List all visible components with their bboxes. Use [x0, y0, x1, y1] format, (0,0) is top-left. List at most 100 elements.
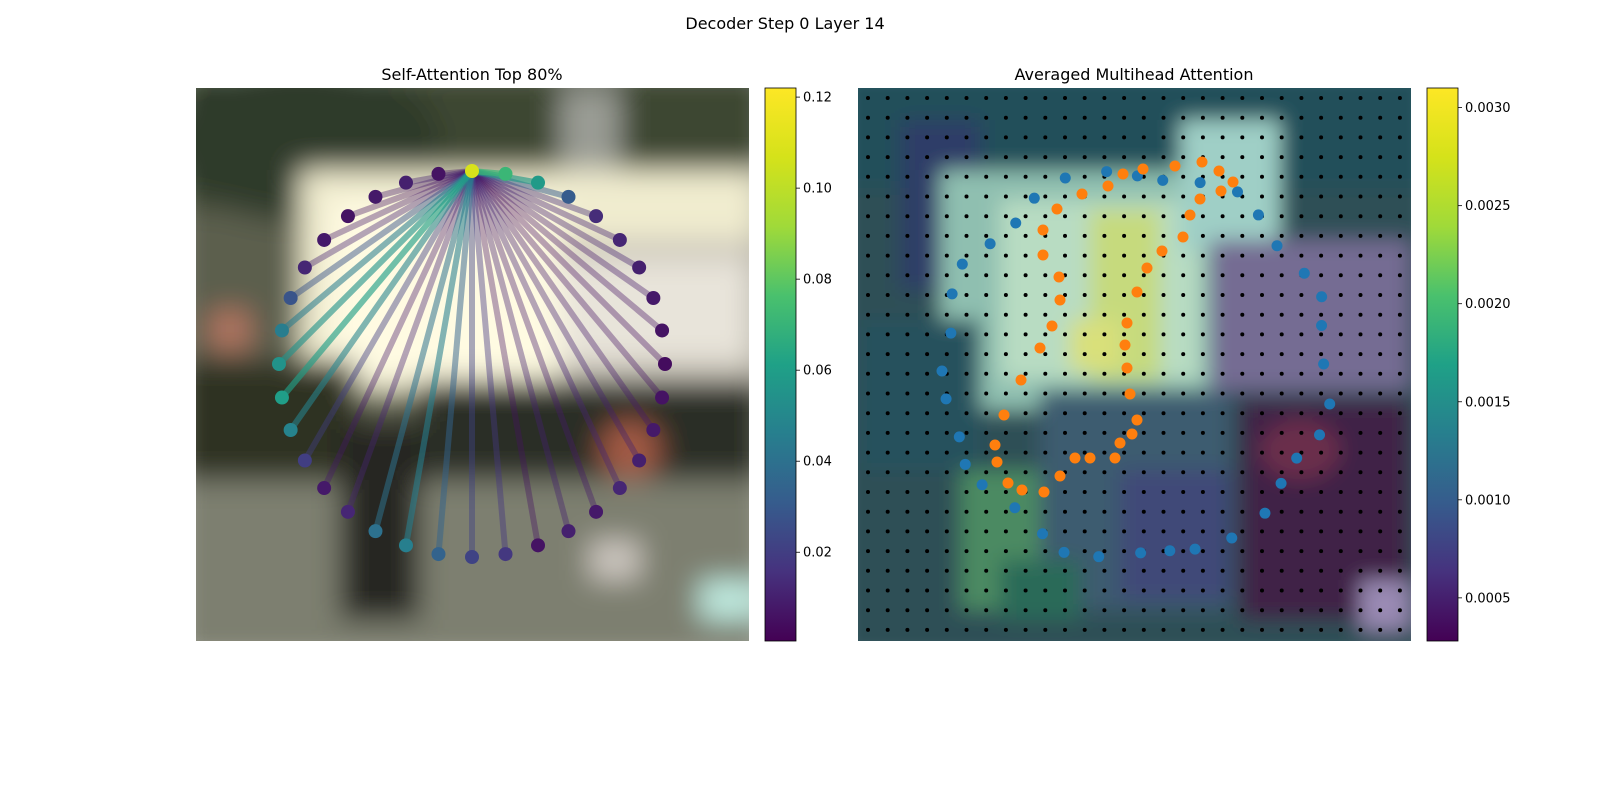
grid-dot: [1023, 588, 1028, 593]
grid-dot: [866, 627, 870, 632]
grid-dot: [1141, 155, 1146, 160]
grid-dot: [1082, 470, 1087, 475]
grid-dot: [1102, 568, 1107, 573]
grid-dot: [885, 96, 890, 100]
grid-dot: [1338, 135, 1343, 140]
blue-point: [945, 327, 957, 339]
grid-dot: [925, 115, 930, 120]
grid-dot: [1181, 174, 1186, 179]
grid-dot: [964, 214, 969, 219]
grid-dot: [925, 135, 930, 140]
grid-dot: [866, 194, 870, 199]
grid-dot: [1240, 509, 1245, 514]
grid-dot: [1260, 352, 1264, 357]
grid-dot: [1122, 529, 1127, 534]
grid-dot: [944, 529, 949, 534]
grid-dot: [1063, 115, 1067, 120]
right-colorbar-tick-label: 0.0020: [1465, 297, 1511, 312]
grid-dot: [1378, 312, 1383, 317]
grid-dot: [1260, 588, 1264, 593]
grid-dot: [925, 332, 930, 337]
grid-dot: [1003, 352, 1008, 357]
grid-dot: [1141, 568, 1146, 573]
grid-dot: [905, 96, 910, 100]
grid-dot: [1299, 115, 1304, 120]
grid-dot: [1102, 96, 1107, 100]
blue-point: [940, 393, 952, 405]
ring-point: [297, 453, 312, 468]
grid-dot: [1003, 627, 1008, 632]
attention-line: [470, 168, 622, 243]
grid-dot: [1181, 273, 1186, 278]
grid-dot: [1161, 194, 1166, 199]
grid-dot: [1181, 588, 1186, 593]
grid-dot: [1338, 411, 1343, 416]
grid-dot: [1260, 135, 1264, 140]
grid-dot: [885, 470, 890, 475]
grid-dot: [1023, 352, 1028, 357]
grid-dot: [1319, 96, 1324, 100]
grid-dot: [1122, 470, 1127, 475]
grid-dot: [1161, 332, 1166, 337]
grid-dot: [866, 96, 870, 100]
grid-dot: [1338, 627, 1343, 632]
grid-dot: [1043, 608, 1048, 613]
grid-dot: [1200, 509, 1205, 514]
grid-dot: [1082, 332, 1087, 337]
grid-dot: [1063, 135, 1067, 140]
grid-dot: [905, 135, 910, 140]
grid-dot: [1279, 608, 1284, 613]
grid-dot: [1003, 470, 1008, 475]
grid-dot: [1358, 411, 1363, 416]
grid-dot: [1220, 155, 1225, 160]
grid-dot: [1043, 549, 1048, 554]
grid-dot: [905, 549, 910, 554]
grid-dot: [1063, 490, 1067, 494]
grid-dot: [1161, 490, 1166, 494]
grid-dot: [1319, 253, 1324, 258]
grid-dot: [1043, 96, 1048, 100]
grid-dot: [1181, 450, 1186, 455]
grid-dot: [1378, 549, 1383, 554]
blue-point: [1009, 502, 1021, 514]
grid-dot: [944, 549, 949, 554]
ring-point: [398, 538, 413, 553]
orange-point: [1215, 185, 1227, 197]
orange-point: [1046, 320, 1058, 332]
grid-dot: [1260, 332, 1264, 337]
grid-dot: [1161, 509, 1166, 514]
grid-dot: [1063, 430, 1067, 435]
blue-point: [1135, 547, 1147, 559]
grid-dot: [1122, 312, 1127, 317]
grid-dot: [866, 253, 870, 258]
grid-dot: [1141, 352, 1146, 357]
grid-dot: [1063, 529, 1067, 534]
grid-dot: [944, 194, 949, 199]
grid-dot: [1378, 135, 1383, 140]
blue-point: [1093, 551, 1105, 563]
blue-point: [1028, 192, 1040, 204]
grid-dot: [1260, 490, 1264, 494]
grid-dot: [1338, 509, 1343, 514]
grid-dot: [925, 411, 930, 416]
attention-line: [303, 168, 474, 271]
grid-dot: [1240, 115, 1245, 120]
blue-point: [1252, 209, 1264, 221]
grid-dot: [885, 549, 890, 554]
grid-dot: [1122, 450, 1127, 455]
grid-dot: [1102, 155, 1107, 160]
grid-dot: [1279, 568, 1284, 573]
grid-dot: [1319, 490, 1324, 494]
grid-dot: [1397, 509, 1402, 514]
grid-dot: [1299, 490, 1304, 494]
grid-dot: [944, 588, 949, 593]
grid-dot: [984, 411, 989, 416]
grid-dot: [925, 391, 930, 396]
grid-dot: [1358, 155, 1363, 160]
grid-dot: [984, 253, 989, 258]
grid-dot: [1003, 273, 1008, 278]
grid-dot: [964, 96, 969, 100]
orange-point: [1169, 160, 1181, 172]
grid-dot: [1200, 312, 1205, 317]
grid-dot: [1260, 529, 1264, 534]
